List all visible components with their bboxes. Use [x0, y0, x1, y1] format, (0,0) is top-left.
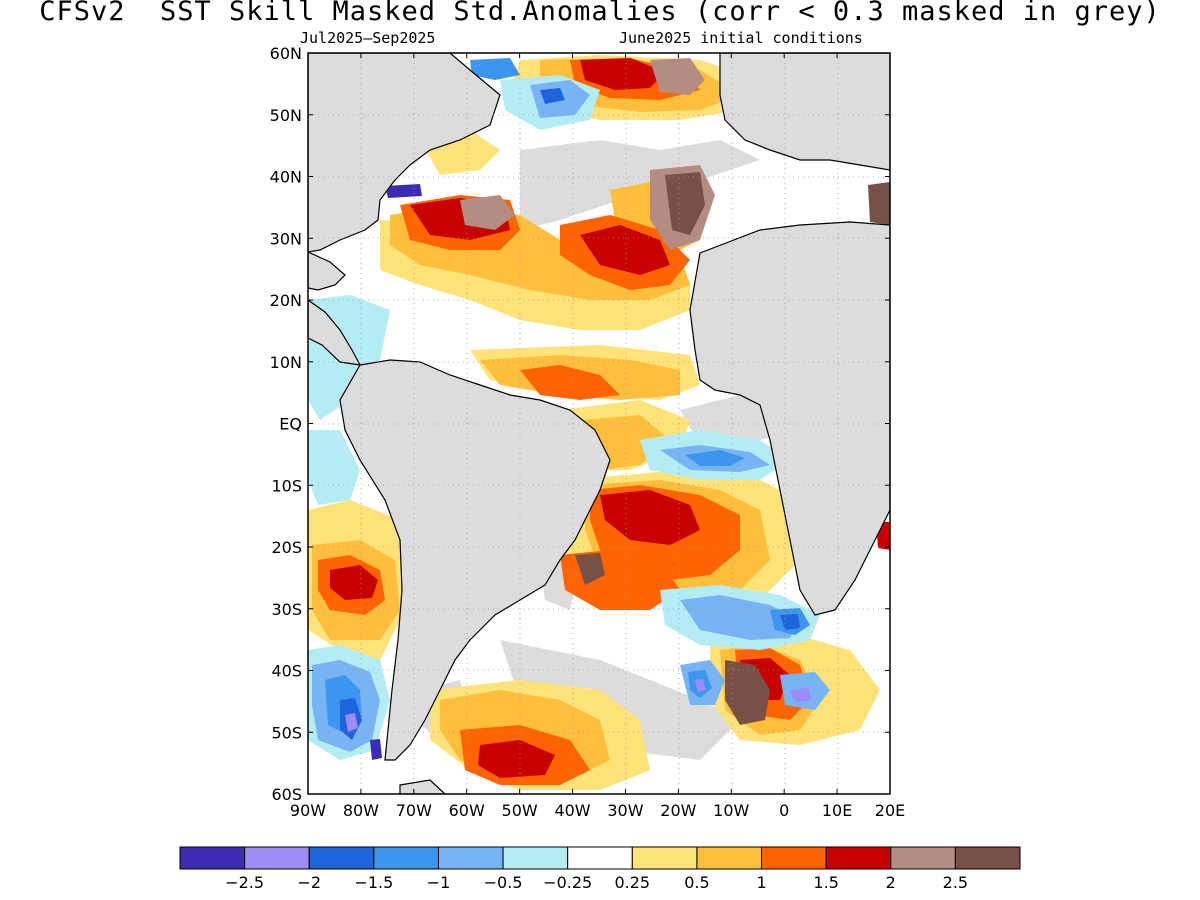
latitude-label: 20S: [271, 538, 302, 557]
axis-ticks: [307, 52, 891, 795]
legend-swatch: [373, 846, 439, 870]
anomaly-above-2-5: [575, 172, 890, 725]
longitude-label: 90W: [290, 801, 326, 820]
legend-swatch: [696, 846, 763, 870]
longitude-label: 60W: [449, 801, 485, 820]
initial-conditions-label: June2025 initial conditions: [619, 29, 863, 47]
anomaly-below-neg-2-5: [370, 184, 422, 760]
legend-label: 2: [886, 873, 896, 892]
legend-label: 2.5: [943, 873, 968, 892]
graticule: [308, 53, 890, 794]
longitude-label: 20W: [660, 801, 696, 820]
legend-label: −0.5: [484, 873, 523, 892]
map-title: CFSv2 SST Skill Masked Std.Anomalies (co…: [39, 0, 1161, 27]
forecast-period-label: Jul2025—Sep2025: [300, 29, 436, 47]
latitude-label: 40N: [270, 168, 302, 187]
legend-label: −1.5: [354, 873, 393, 892]
legend-swatch: [244, 846, 310, 870]
latitude-label: EQ: [279, 415, 302, 434]
legend-label: 0.5: [684, 873, 709, 892]
legend-label: 0.25: [614, 873, 650, 892]
longitude-label: 20E: [875, 801, 905, 820]
latitude-label: 60N: [270, 44, 302, 63]
longitude-label: 70W: [396, 801, 432, 820]
longitude-axis: 90W 80W 70W 60W 50W 40W 30W 20W 10W 0 10E 20E: [290, 801, 905, 820]
legend-swatch: [567, 846, 633, 870]
longitude-label: 10E: [822, 801, 852, 820]
latitude-label: 40S: [271, 662, 302, 681]
legend-swatch: [890, 846, 956, 870]
latitude-axis: 60N 50N 40N 30N 20N 10N EQ 10S 20S 30S 40S 50S 60S: [270, 44, 302, 804]
longitude-label: 80W: [343, 801, 379, 820]
legend-swatch: [631, 846, 698, 870]
latitude-label: 10S: [271, 476, 302, 495]
latitude-label: 50S: [271, 723, 302, 742]
longitude-label: 10W: [713, 801, 749, 820]
legend-label: 1: [756, 873, 766, 892]
legend-swatch: [437, 846, 504, 870]
legend-label: −2: [297, 873, 321, 892]
latitude-label: 30N: [270, 229, 302, 248]
latitude-label: 50N: [270, 106, 302, 125]
legend-label: −1: [427, 873, 451, 892]
legend-swatch: [825, 846, 892, 870]
legend-swatch: [761, 846, 827, 870]
legend-label: −0.25: [543, 873, 592, 892]
land-masses: [308, 53, 890, 794]
longitude-label: 0: [779, 801, 789, 820]
latitude-label: 60S: [271, 785, 302, 804]
legend-swatch: [954, 846, 1021, 870]
legend-label: −2.5: [225, 873, 264, 892]
anomaly-neg-2-to-neg-2-5: [345, 679, 812, 732]
latitude-label: 30S: [271, 600, 302, 619]
legend-swatch: [502, 846, 569, 870]
latitude-label: 10N: [270, 353, 302, 372]
legend-swatch: [308, 846, 375, 870]
color-legend: −2.5 −2 −1.5 −1 −0.5 −0.25 0.25 0.5 1 1.5 2 2.5: [179, 846, 1021, 892]
legend-label: 1.5: [813, 873, 838, 892]
latitude-label: 20N: [270, 291, 302, 310]
legend-swatch: [179, 846, 246, 870]
map-field: [308, 53, 890, 794]
longitude-label: 30W: [607, 801, 643, 820]
longitude-label: 50W: [502, 801, 538, 820]
longitude-label: 40W: [554, 801, 590, 820]
